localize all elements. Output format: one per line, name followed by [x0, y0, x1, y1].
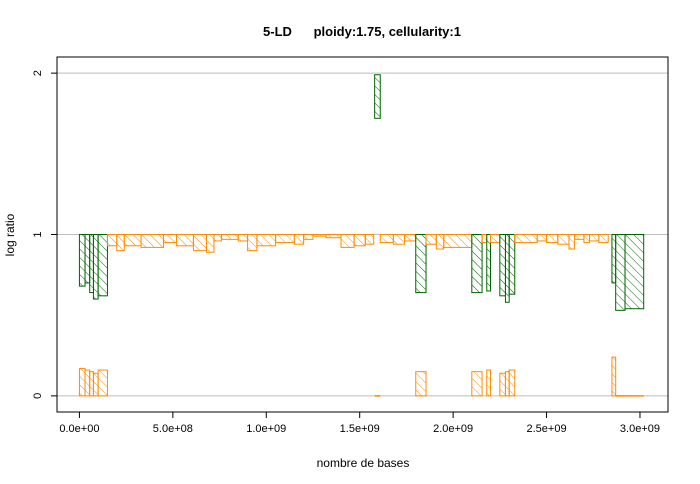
x-tick-label-6: 3.0e+09: [620, 423, 660, 435]
segment-45: [568, 234, 576, 250]
chart-title: 5-LD ploidy:1.75, cellularity:1: [263, 24, 461, 39]
segment-29: [404, 234, 417, 242]
segment-19: [293, 234, 305, 245]
segment-11: [192, 234, 207, 252]
segment-10: [176, 234, 194, 247]
segment-1: [84, 234, 91, 284]
y-tick-label-0: 0: [32, 393, 44, 399]
segment-5: [106, 234, 118, 247]
segment-7: [123, 234, 142, 247]
segment-46: [574, 234, 585, 240]
segment-23: [340, 234, 355, 248]
segment-6: [116, 234, 125, 252]
x-tick-label-3: 1.5e+09: [340, 423, 380, 435]
x-tick-label-1: 5.0e+08: [153, 423, 193, 435]
segment-4: [97, 234, 108, 297]
segment-54: [84, 369, 91, 397]
x-tick-label-0: 0.0e+00: [59, 423, 99, 435]
segment-65: [611, 356, 617, 397]
segment-21: [312, 234, 327, 237]
segment-28: [392, 234, 406, 245]
segment-55: [89, 371, 94, 397]
segment-49: [598, 234, 609, 244]
segment-37: [489, 234, 501, 244]
segment-63: [504, 371, 510, 397]
segment-60: [471, 371, 483, 397]
segment-44: [557, 234, 570, 245]
segment-27: [379, 234, 394, 244]
segments-group: [78, 74, 645, 397]
segment-35: [481, 234, 488, 244]
x-tick-label-4: 2.0e+09: [433, 423, 473, 435]
segment-8: [140, 234, 165, 248]
segment-2: [89, 234, 94, 294]
segment-39: [504, 234, 510, 303]
segment-36: [486, 234, 491, 292]
segment-59: [415, 371, 427, 397]
segment-12: [205, 234, 215, 253]
segment-42: [536, 234, 548, 242]
segment-13: [213, 234, 222, 242]
segment-51: [615, 234, 626, 311]
segment-16: [247, 234, 258, 252]
segment-30: [415, 234, 427, 294]
segment-34: [471, 234, 483, 294]
segment-25: [364, 234, 375, 245]
segment-40: [508, 234, 516, 295]
y-tick-label-2: 2: [32, 70, 44, 76]
segment-17: [256, 234, 277, 247]
segment-53: [78, 367, 86, 397]
segment-64: [508, 369, 516, 397]
segment-56: [92, 372, 99, 397]
segment-61: [486, 369, 491, 397]
segment-24: [353, 234, 366, 247]
segment-50: [611, 234, 617, 284]
segment-0: [78, 234, 86, 287]
segment-33: [443, 234, 473, 248]
segment-15: [237, 234, 249, 242]
segment-47: [583, 234, 591, 244]
segment-3: [92, 234, 99, 300]
segment-41: [514, 234, 538, 244]
segment-22: [325, 234, 342, 239]
segment-43: [546, 234, 559, 244]
segment-31: [425, 234, 437, 245]
axes: 0.0e+00 5.0e+08 1.0e+09 1.5e+09 2.0e+09 2.5e+…: [32, 56, 669, 435]
segment-20: [303, 234, 314, 240]
segment-52: [624, 234, 645, 310]
segment-14: [220, 234, 239, 240]
segment-18: [275, 234, 295, 244]
segment-9: [163, 234, 178, 244]
segment-32: [435, 234, 445, 250]
x-axis-label: nombre de bases: [317, 456, 410, 470]
x-tick-label-5: 2.5e+09: [527, 423, 567, 435]
y-axis-label: log ratio: [3, 213, 17, 256]
segment-26: [374, 74, 381, 119]
segment-38: [499, 234, 506, 297]
segment-62: [499, 372, 506, 397]
x-tick-label-2: 1.0e+09: [246, 423, 286, 435]
y-tick-label-1: 1: [32, 231, 44, 237]
segment-57: [97, 369, 108, 397]
segment-48: [589, 234, 600, 242]
